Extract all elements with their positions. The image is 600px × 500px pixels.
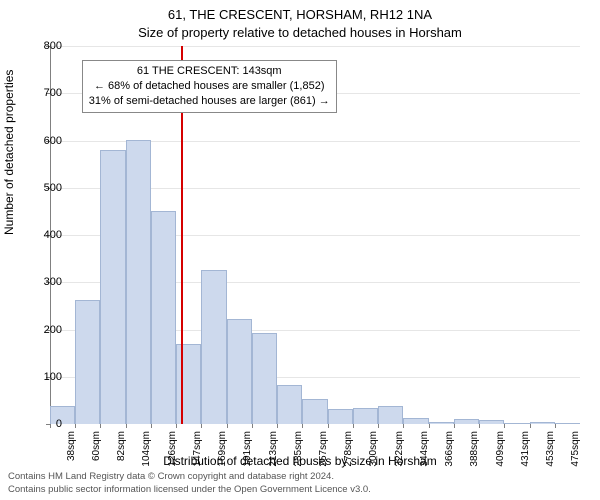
x-tick-mark [126, 424, 127, 428]
histogram-bar [429, 422, 454, 424]
histogram-bar [302, 399, 327, 424]
y-tick-label: 500 [44, 182, 62, 194]
x-tick-mark [252, 424, 253, 428]
x-tick-label: 322sqm [394, 431, 405, 471]
x-tick-label: 475sqm [570, 431, 581, 471]
y-tick-label: 300 [44, 276, 62, 288]
x-tick-label: 453sqm [545, 431, 556, 471]
x-tick-label: 431sqm [520, 431, 531, 471]
x-tick-label: 126sqm [167, 431, 178, 471]
x-tick-mark [151, 424, 152, 428]
histogram-bar [378, 406, 403, 424]
x-tick-label: 60sqm [91, 431, 102, 471]
address-line: 61, THE CRESCENT, HORSHAM, RH12 1NA [0, 6, 600, 24]
x-tick-label: 388sqm [469, 431, 480, 471]
header: 61, THE CRESCENT, HORSHAM, RH12 1NA Size… [0, 0, 600, 41]
x-tick-label: 278sqm [343, 431, 354, 471]
info-box: 61 THE CRESCENT: 143sqm← 68% of detached… [82, 60, 337, 113]
histogram-bar [75, 300, 100, 424]
x-tick-mark [378, 424, 379, 428]
histogram-bar [277, 385, 302, 424]
x-tick-label: 147sqm [192, 431, 203, 471]
histogram-bar [555, 423, 580, 424]
x-tick-label: 366sqm [444, 431, 455, 471]
x-tick-mark [429, 424, 430, 428]
x-tick-label: 409sqm [495, 431, 506, 471]
x-tick-mark [302, 424, 303, 428]
x-tick-mark [75, 424, 76, 428]
histogram-bar [403, 418, 428, 424]
x-tick-label: 38sqm [66, 431, 77, 471]
histogram-bar [479, 420, 504, 424]
histogram-bar [252, 333, 277, 424]
y-tick-label: 400 [44, 229, 62, 241]
grid-line [50, 46, 580, 47]
x-tick-label: 344sqm [419, 431, 430, 471]
x-tick-mark [227, 424, 228, 428]
x-tick-mark [277, 424, 278, 428]
histogram-bar [100, 150, 125, 424]
x-tick-label: 300sqm [368, 431, 379, 471]
footer-line-2: Contains public sector information licen… [8, 484, 371, 496]
y-axis-label: Number of detached properties [2, 70, 16, 235]
x-tick-mark [201, 424, 202, 428]
histogram-bar [151, 211, 176, 424]
x-tick-label: 257sqm [318, 431, 329, 471]
info-box-line-3: 31% of semi-detached houses are larger (… [89, 94, 330, 109]
histogram-bar [126, 140, 151, 424]
chart-area: 61 THE CRESCENT: 143sqm← 68% of detached… [50, 46, 580, 424]
y-tick-label: 700 [44, 87, 62, 99]
x-tick-mark [176, 424, 177, 428]
x-tick-mark [555, 424, 556, 428]
x-tick-mark [479, 424, 480, 428]
histogram-bar [454, 419, 479, 424]
subtitle-line: Size of property relative to detached ho… [0, 24, 600, 42]
histogram-bar [328, 409, 353, 424]
x-tick-label: 104sqm [141, 431, 152, 471]
x-tick-label: 235sqm [293, 431, 304, 471]
info-box-line-2: ← 68% of detached houses are smaller (1,… [89, 79, 330, 94]
y-tick-label: 800 [44, 40, 62, 52]
footer-line-1: Contains HM Land Registry data © Crown c… [8, 471, 371, 483]
plot-area: 61 THE CRESCENT: 143sqm← 68% of detached… [50, 46, 580, 424]
info-box-line-1: 61 THE CRESCENT: 143sqm [89, 64, 330, 79]
x-tick-label: 213sqm [268, 431, 279, 471]
histogram-bar [50, 406, 75, 424]
x-tick-mark [328, 424, 329, 428]
x-tick-mark [50, 424, 51, 428]
x-tick-label: 191sqm [242, 431, 253, 471]
x-tick-mark [504, 424, 505, 428]
y-tick-label: 200 [44, 324, 62, 336]
x-tick-mark [530, 424, 531, 428]
histogram-bar [353, 408, 378, 424]
x-tick-label: 82sqm [116, 431, 127, 471]
x-tick-label: 169sqm [217, 431, 228, 471]
x-tick-mark [353, 424, 354, 428]
y-tick-label: 600 [44, 135, 62, 147]
y-tick-label: 100 [44, 371, 62, 383]
histogram-bar [227, 319, 252, 424]
histogram-bar [530, 422, 555, 424]
x-tick-mark [454, 424, 455, 428]
x-tick-mark [100, 424, 101, 428]
x-tick-mark [403, 424, 404, 428]
footer: Contains HM Land Registry data © Crown c… [8, 471, 371, 496]
histogram-bar [201, 270, 226, 424]
histogram-bar [504, 423, 529, 424]
y-tick-label: 0 [56, 418, 62, 430]
